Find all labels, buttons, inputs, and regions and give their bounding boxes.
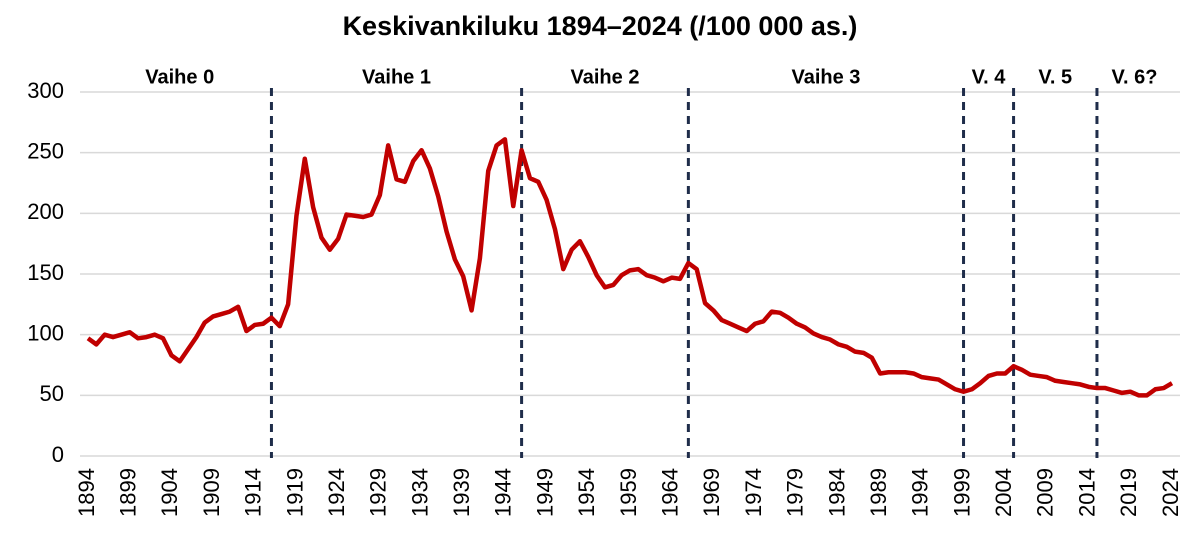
phase-label: Vaihe 2 <box>571 66 640 88</box>
x-tick-label: 1969 <box>699 468 724 517</box>
x-tick-label: 1999 <box>949 468 974 517</box>
y-tick-label: 150 <box>27 260 64 285</box>
x-tick-label: 1964 <box>658 468 683 517</box>
phase-label: Vaihe 3 <box>791 66 860 88</box>
x-tick-label: 1919 <box>282 468 307 517</box>
x-tick-label: 1994 <box>908 468 933 517</box>
data-line <box>86 137 1174 398</box>
phase-label: V. 4 <box>972 66 1007 88</box>
phase-label: V. 5 <box>1038 66 1072 88</box>
x-tick-label: 1899 <box>116 468 141 517</box>
y-tick-label: 100 <box>27 320 64 345</box>
x-tick-label: 1914 <box>241 468 266 517</box>
y-tick-label: 50 <box>40 381 64 406</box>
x-tick-label: 2019 <box>1116 468 1141 517</box>
phase-label: Vaihe 0 <box>145 66 214 88</box>
phase-label: V. 6? <box>1111 66 1157 88</box>
x-tick-label: 1989 <box>866 468 891 517</box>
x-tick-label: 1939 <box>449 468 474 517</box>
x-tick-label: 1949 <box>532 468 557 517</box>
x-tick-label: 1974 <box>741 468 766 517</box>
x-tick-label: 1894 <box>74 468 99 517</box>
y-tick-label: 200 <box>27 199 64 224</box>
x-tick-label: 1959 <box>616 468 641 517</box>
x-tick-label: 2009 <box>1033 468 1058 517</box>
x-tick-label: 1979 <box>783 468 808 517</box>
chart-title: Keskivankiluku 1894–2024 (/100 000 as.) <box>343 11 858 41</box>
x-tick-label: 1929 <box>366 468 391 517</box>
x-tick-label: 1984 <box>824 468 849 517</box>
x-tick-label: 1909 <box>199 468 224 517</box>
x-tick-label: 2014 <box>1074 468 1099 517</box>
y-tick-label: 0 <box>52 442 64 467</box>
x-tick-label: 1904 <box>157 468 182 517</box>
x-tick-label: 1944 <box>491 468 516 517</box>
x-tick-label: 1934 <box>407 468 432 517</box>
x-tick-label: 1924 <box>324 468 349 517</box>
y-tick-label: 250 <box>27 138 64 163</box>
x-tick-label: 2004 <box>991 468 1016 517</box>
x-tick-label: 1954 <box>574 468 599 517</box>
y-tick-label: 300 <box>27 78 64 103</box>
x-tick-label: 2024 <box>1158 468 1183 517</box>
phase-label: Vaihe 1 <box>362 66 431 88</box>
